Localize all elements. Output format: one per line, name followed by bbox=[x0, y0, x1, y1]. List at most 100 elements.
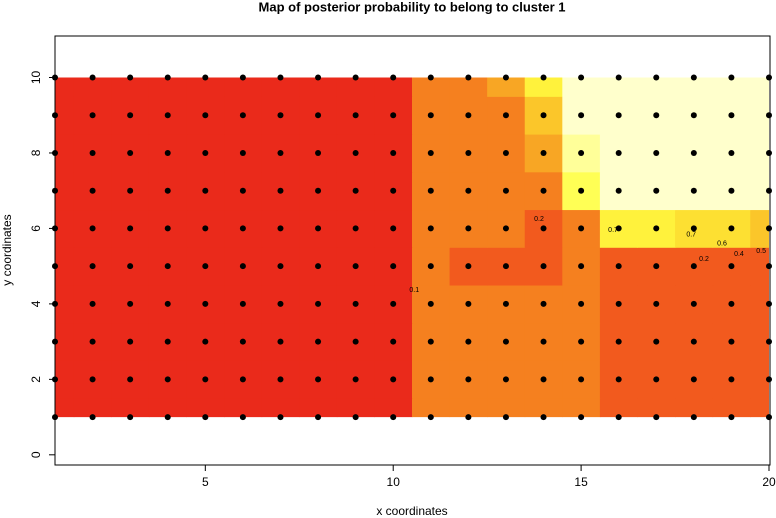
grid-point bbox=[315, 187, 322, 194]
grid-point bbox=[502, 187, 509, 194]
grid-point bbox=[239, 338, 246, 345]
contour-cell bbox=[261, 398, 300, 418]
contour-cell bbox=[148, 398, 188, 418]
grid-point bbox=[89, 112, 96, 119]
grid-point bbox=[728, 376, 735, 383]
grid-point bbox=[728, 414, 735, 421]
grid-point bbox=[578, 112, 585, 119]
grid-point bbox=[578, 300, 585, 307]
grid-point bbox=[202, 338, 209, 345]
contour-cell bbox=[299, 77, 338, 97]
grid-point bbox=[615, 187, 622, 194]
grid-point bbox=[653, 149, 660, 156]
grid-point bbox=[690, 414, 697, 421]
x-tick-label: 15 bbox=[574, 475, 588, 489]
contour-cell bbox=[111, 77, 150, 97]
grid-point bbox=[766, 74, 772, 81]
grid-point bbox=[164, 225, 171, 232]
grid-point bbox=[653, 112, 660, 119]
grid-point bbox=[164, 187, 171, 194]
contour-cell bbox=[712, 398, 751, 418]
contour-label: 0.4 bbox=[734, 251, 744, 258]
grid-point bbox=[502, 376, 509, 383]
grid-point bbox=[390, 376, 397, 383]
y-tick-label: 2 bbox=[29, 376, 43, 383]
contour-cell bbox=[55, 171, 75, 211]
grid-point bbox=[89, 187, 96, 194]
contour-cell bbox=[599, 77, 638, 97]
grid-point bbox=[315, 74, 322, 81]
y-axis-title: y coordinates bbox=[0, 214, 14, 285]
contour-cell bbox=[712, 77, 751, 97]
contour-cell bbox=[637, 77, 676, 97]
contour-cell bbox=[412, 77, 451, 97]
grid-point bbox=[578, 414, 585, 421]
grid-point bbox=[540, 149, 547, 156]
grid-point bbox=[239, 263, 246, 270]
y-tick-label: 0 bbox=[29, 451, 43, 458]
grid-point bbox=[277, 149, 284, 156]
contour-cell bbox=[148, 77, 188, 97]
grid-point bbox=[164, 376, 171, 383]
grid-point bbox=[615, 338, 622, 345]
grid-point bbox=[127, 263, 134, 270]
grid-point bbox=[502, 112, 509, 119]
grid-point bbox=[690, 376, 697, 383]
y-tick-label: 4 bbox=[29, 300, 43, 307]
contour-cell bbox=[336, 77, 375, 97]
grid-point bbox=[615, 414, 622, 421]
contour-cell bbox=[55, 96, 75, 135]
grid-point bbox=[390, 338, 397, 345]
grid-point bbox=[502, 225, 509, 232]
contour-cell bbox=[55, 247, 75, 286]
grid-point bbox=[315, 338, 322, 345]
contour-cell bbox=[750, 322, 769, 361]
contour-cell bbox=[562, 77, 601, 97]
grid-point bbox=[164, 112, 171, 119]
contour-cell bbox=[55, 322, 75, 361]
grid-point bbox=[239, 149, 246, 156]
contour-cell bbox=[750, 360, 769, 399]
grid-point bbox=[653, 338, 660, 345]
grid-point bbox=[390, 149, 397, 156]
grid-point bbox=[89, 263, 96, 270]
grid-point bbox=[728, 263, 735, 270]
grid-point bbox=[615, 112, 622, 119]
grid-point bbox=[315, 414, 322, 421]
grid-point bbox=[239, 225, 246, 232]
grid-point bbox=[578, 74, 585, 81]
grid-point bbox=[127, 225, 134, 232]
contour-cell bbox=[186, 398, 225, 418]
contour-cell bbox=[637, 398, 676, 418]
grid-point bbox=[465, 112, 472, 119]
grid-point bbox=[427, 414, 434, 421]
contour-cell bbox=[336, 398, 375, 418]
contour-cell bbox=[299, 398, 338, 418]
contour-cell bbox=[412, 398, 451, 418]
grid-point bbox=[653, 187, 660, 194]
grid-point bbox=[465, 74, 472, 81]
contour-cell bbox=[111, 398, 150, 418]
grid-point bbox=[690, 225, 697, 232]
grid-point bbox=[352, 149, 359, 156]
contour-label: 0.2 bbox=[534, 216, 544, 223]
grid-point bbox=[502, 414, 509, 421]
contour-cell bbox=[73, 77, 112, 97]
grid-point bbox=[352, 225, 359, 232]
contour-cell bbox=[487, 77, 526, 97]
grid-point bbox=[202, 187, 209, 194]
contour-cell bbox=[186, 77, 225, 97]
plot-frame bbox=[54, 35, 771, 466]
grid-point bbox=[766, 149, 772, 156]
grid-point bbox=[315, 225, 322, 232]
grid-point bbox=[578, 263, 585, 270]
grid-point bbox=[89, 338, 96, 345]
grid-point bbox=[578, 376, 585, 383]
grid-point bbox=[127, 74, 134, 81]
grid-point bbox=[540, 263, 547, 270]
grid-point bbox=[653, 74, 660, 81]
grid-point bbox=[239, 74, 246, 81]
grid-point bbox=[728, 74, 735, 81]
grid-point bbox=[352, 338, 359, 345]
grid-point bbox=[465, 225, 472, 232]
